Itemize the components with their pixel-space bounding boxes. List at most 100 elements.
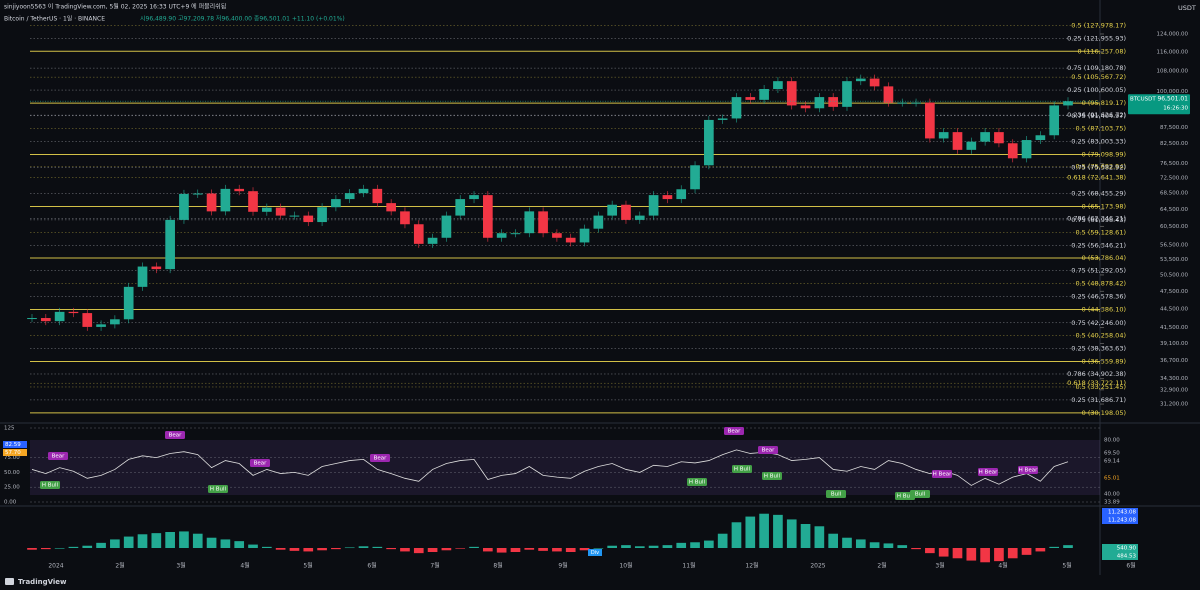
rsi-signal <box>165 431 185 439</box>
fib-label: 0.5 (59,128.61) <box>1075 229 1126 237</box>
macd-bar <box>897 545 908 548</box>
rsi-badge-label: 57.70 <box>5 450 21 456</box>
candle <box>565 237 576 243</box>
macd-bar <box>496 548 507 553</box>
candle <box>289 215 300 217</box>
candle <box>773 81 783 90</box>
fib-label: 0 (44,386.10) <box>1082 306 1126 314</box>
ohlc: 시96,489.90 고97,209.78 저96,400.00 종96,501… <box>140 15 345 23</box>
macd-bar <box>883 543 894 548</box>
candle <box>690 165 700 190</box>
candle <box>400 211 410 225</box>
candle <box>952 132 963 150</box>
price-tick-label: 36,700.00 <box>1160 358 1188 364</box>
macd-bar <box>717 533 728 548</box>
candle <box>469 195 479 200</box>
candle <box>344 193 355 200</box>
rsi-right-label: 69.14 <box>1104 459 1120 465</box>
rsi-right-label: 33.89 <box>1104 500 1120 506</box>
macd-bar <box>648 545 659 548</box>
candle <box>234 188 245 192</box>
macd-right-label: 11,243.08 <box>1108 518 1136 524</box>
macd-bar <box>54 548 65 549</box>
macd-bar <box>372 546 383 548</box>
candle <box>413 224 424 244</box>
macd-bar <box>317 548 327 551</box>
fib-label: 0.236 (91,626.72) <box>1067 111 1126 119</box>
macd-label-bg <box>1102 516 1138 524</box>
candle <box>828 97 839 107</box>
fib-label: 0 (79,098.99) <box>1082 151 1126 159</box>
macd-bar <box>151 533 162 548</box>
macd-bar <box>400 548 410 552</box>
fib-label: 0.75 (75,382.92) <box>1071 163 1126 171</box>
macd-bar <box>261 546 272 548</box>
macd-bar <box>565 548 576 552</box>
time-label: 8월 <box>493 562 502 570</box>
macd-bar <box>938 548 949 557</box>
rsi-signal <box>910 490 930 498</box>
macd-bar <box>1049 546 1060 548</box>
macd-bar <box>413 548 424 554</box>
time-label: 2월 <box>877 562 886 570</box>
rsi-signal-label: Bear <box>728 429 742 435</box>
macd-bar <box>123 536 134 548</box>
macd-bar <box>745 516 756 548</box>
candle <box>317 207 327 223</box>
candle <box>110 319 120 325</box>
fib-label: 0.75 (109,180.78) <box>1067 64 1126 72</box>
candle <box>192 193 203 195</box>
candle <box>731 97 742 119</box>
price-tick-label: 64,500.00 <box>1160 207 1188 213</box>
macd-bar <box>814 526 825 548</box>
fib-label: 0.5 (48,878.42) <box>1075 280 1126 288</box>
macd-label-bg <box>1102 552 1138 560</box>
rsi-signal-label: Bear <box>374 456 388 462</box>
macd-bar <box>82 545 93 548</box>
rsi-tick-label: 50.00 <box>4 470 20 476</box>
macd-bar <box>966 548 977 561</box>
macd-bar <box>386 548 396 550</box>
price-tick-label: 53,500.00 <box>1160 257 1188 263</box>
macd-bar <box>441 548 452 551</box>
countdown: 16:26:30 <box>1163 106 1188 112</box>
macd-bar <box>676 542 687 548</box>
candle <box>593 215 604 229</box>
macd-bar <box>137 534 148 548</box>
macd-right-label: 11,243.08 <box>1108 510 1136 516</box>
fib-label: 0.5 (40,258.04) <box>1075 332 1126 340</box>
macd-bar <box>759 513 769 548</box>
candle <box>717 118 728 120</box>
candle <box>1007 143 1018 159</box>
fib-label: 0.25 (56,346.21) <box>1071 242 1126 250</box>
time-label: 4월 <box>998 562 1007 570</box>
rsi-signal-label: H Bull <box>897 494 914 500</box>
candle <box>427 237 438 244</box>
macd-bar <box>192 533 203 548</box>
rsi-tick-label: 75.00 <box>4 455 20 461</box>
rsi-signal <box>40 481 60 489</box>
currency: USDT <box>1178 4 1196 12</box>
fib-label: 0.618 (33,722.11) <box>1067 379 1126 387</box>
rsi-signal-label: H Bull <box>689 480 706 486</box>
rsi-badge <box>3 441 27 448</box>
macd-bar <box>358 546 369 548</box>
rsi-badge-label: 82.59 <box>5 442 21 448</box>
candle <box>869 78 880 87</box>
rsi-signal-label: H Bear <box>979 470 998 476</box>
price-tick-label: 124,000.00 <box>1157 31 1189 37</box>
candle <box>634 215 645 220</box>
candle <box>607 204 617 216</box>
rsi-signal-label: H Bear <box>933 472 952 478</box>
macd-bar <box>179 531 189 548</box>
candle <box>676 189 687 200</box>
fib-label: 0.25 (46,578.36) <box>1071 293 1126 301</box>
time-label: 9월 <box>558 562 567 570</box>
macd-bar <box>662 545 673 548</box>
rsi-signal <box>250 459 270 467</box>
rsi-signal-label: Bull <box>831 492 842 498</box>
price-tick-label: 39,100.00 <box>1160 341 1188 347</box>
price-tick-label: 76,500.00 <box>1160 161 1188 167</box>
